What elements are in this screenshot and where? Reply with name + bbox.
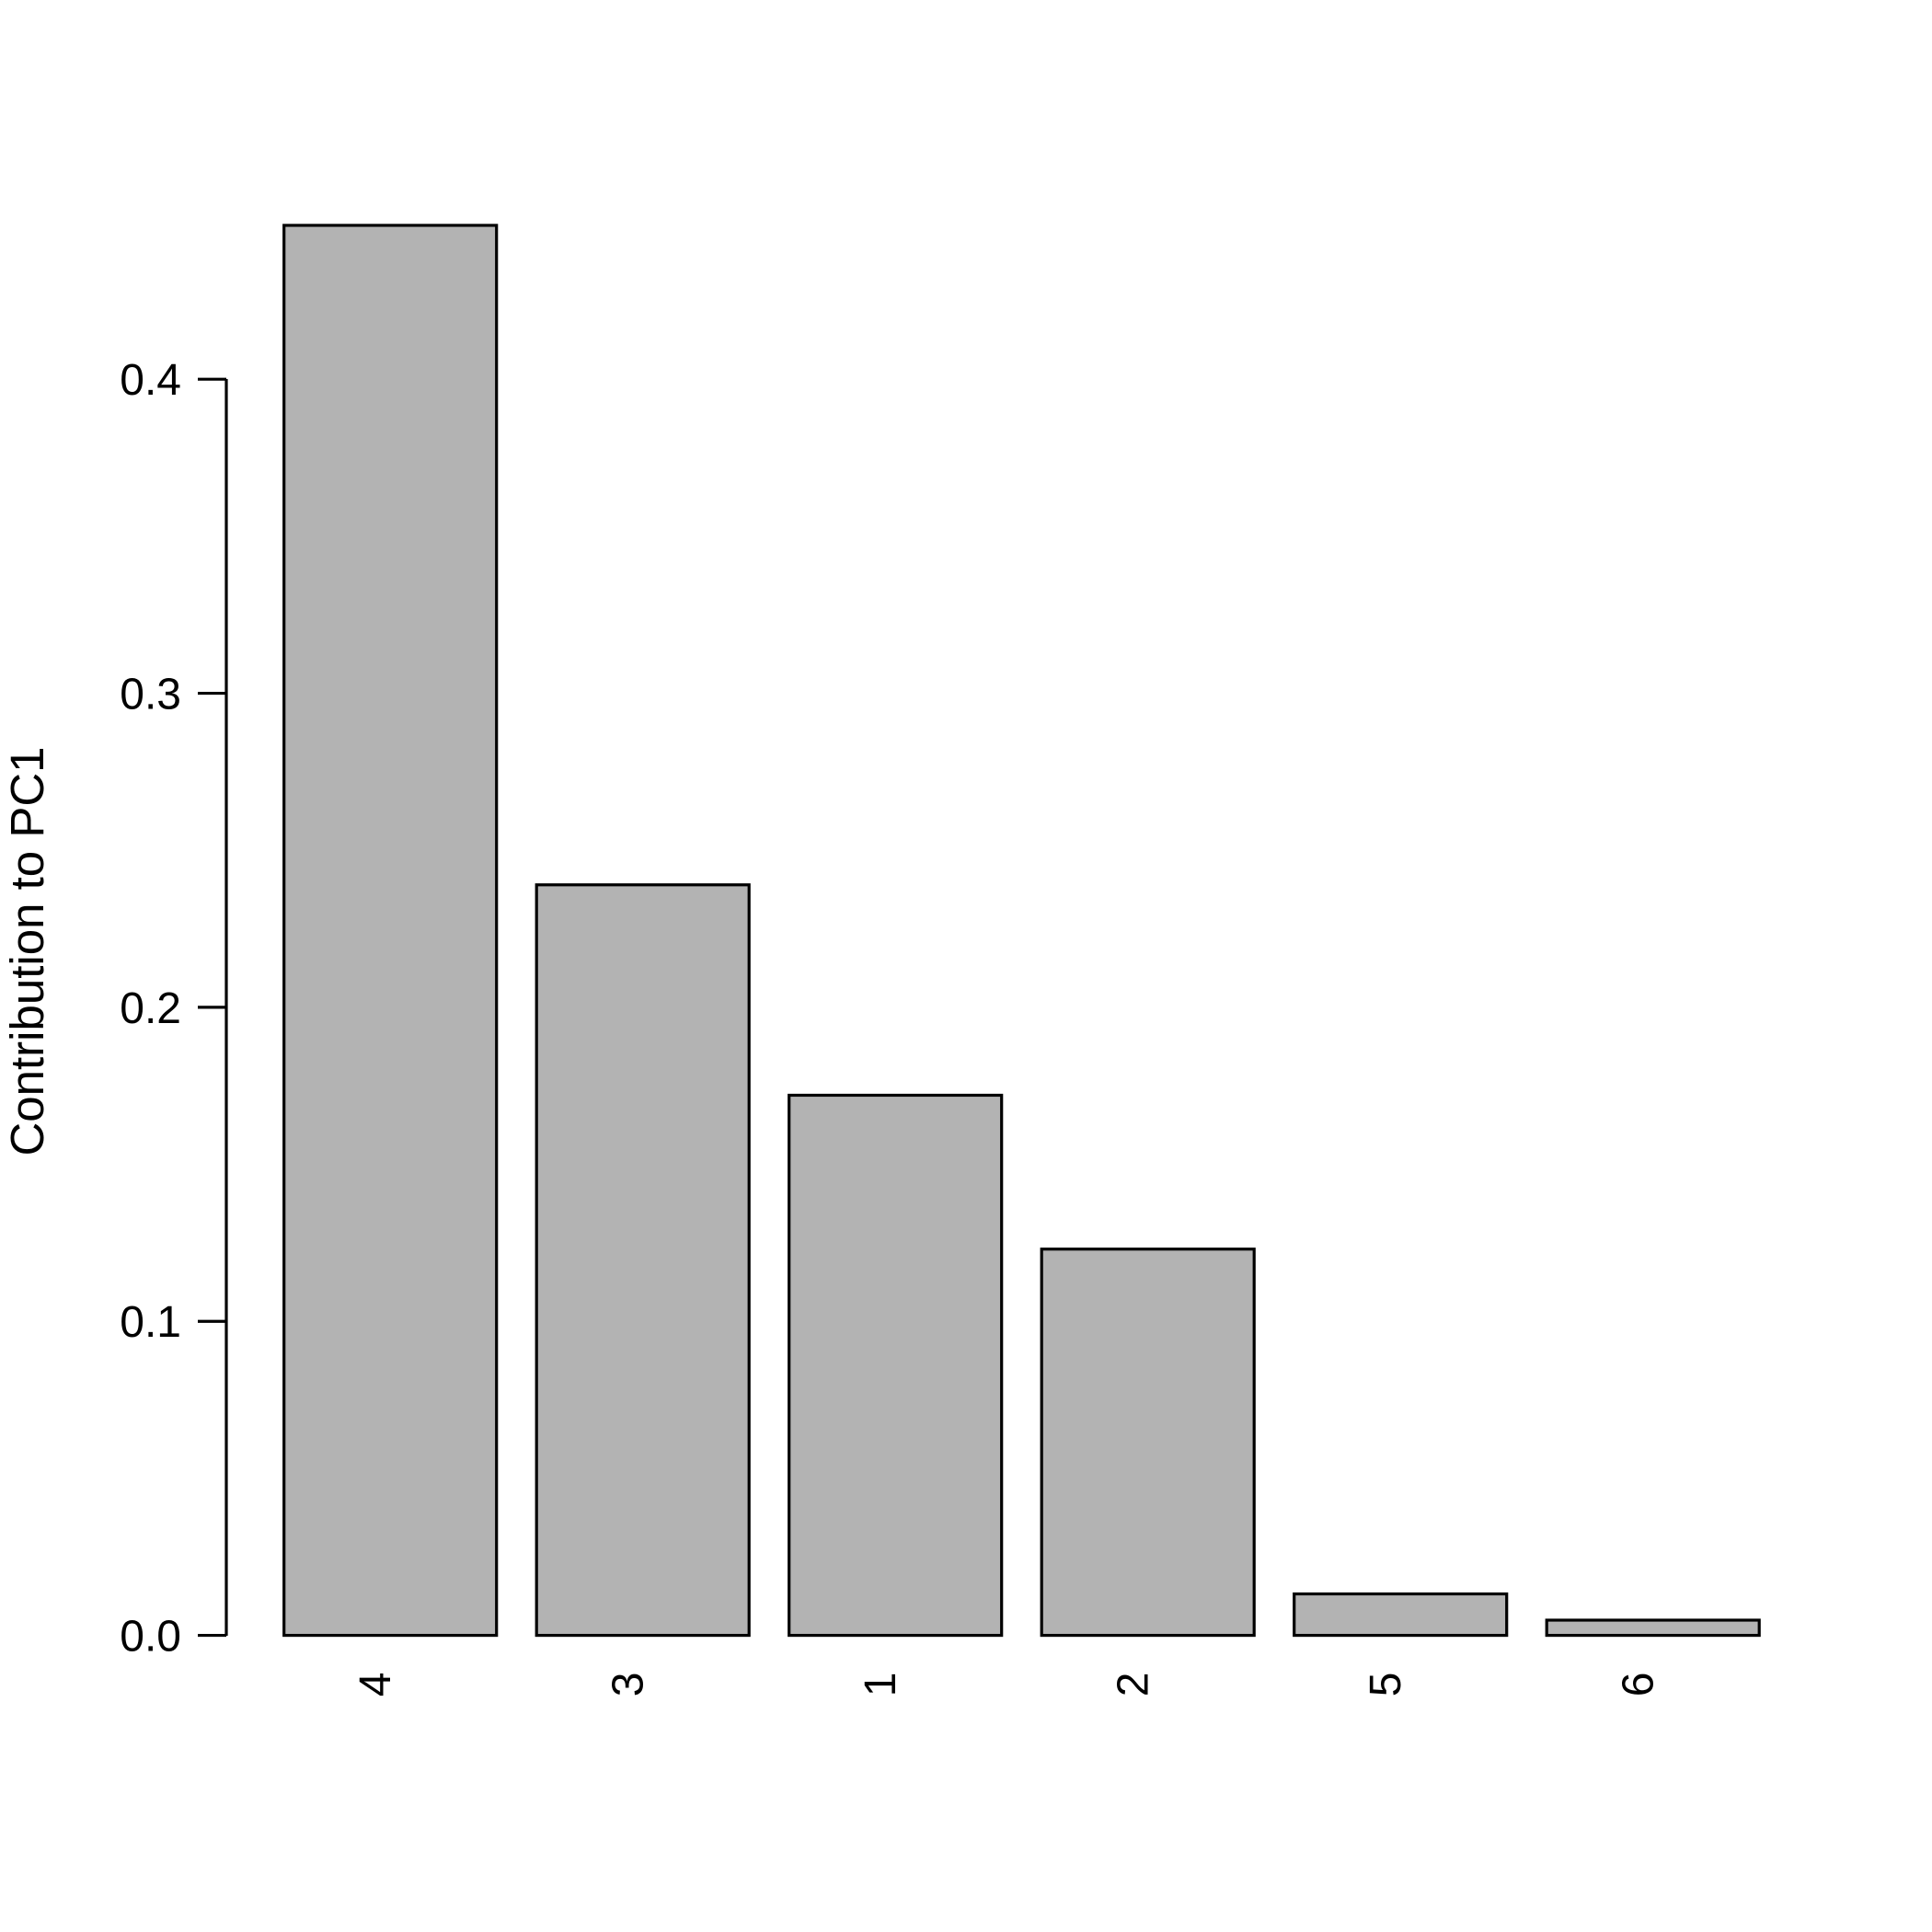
svg-text:0.2: 0.2 (120, 984, 181, 1033)
svg-text:2: 2 (1110, 1673, 1158, 1697)
svg-text:3: 3 (604, 1673, 653, 1697)
svg-text:0.4: 0.4 (120, 356, 181, 405)
svg-text:6: 6 (1615, 1673, 1663, 1697)
svg-text:0.0: 0.0 (120, 1613, 181, 1662)
svg-text:Contribution to PC1: Contribution to PC1 (1, 746, 53, 1156)
svg-text:0.3: 0.3 (120, 671, 181, 719)
svg-text:0.1: 0.1 (120, 1298, 181, 1347)
svg-text:1: 1 (857, 1673, 905, 1697)
svg-text:5: 5 (1362, 1673, 1410, 1697)
svg-text:4: 4 (351, 1673, 400, 1697)
